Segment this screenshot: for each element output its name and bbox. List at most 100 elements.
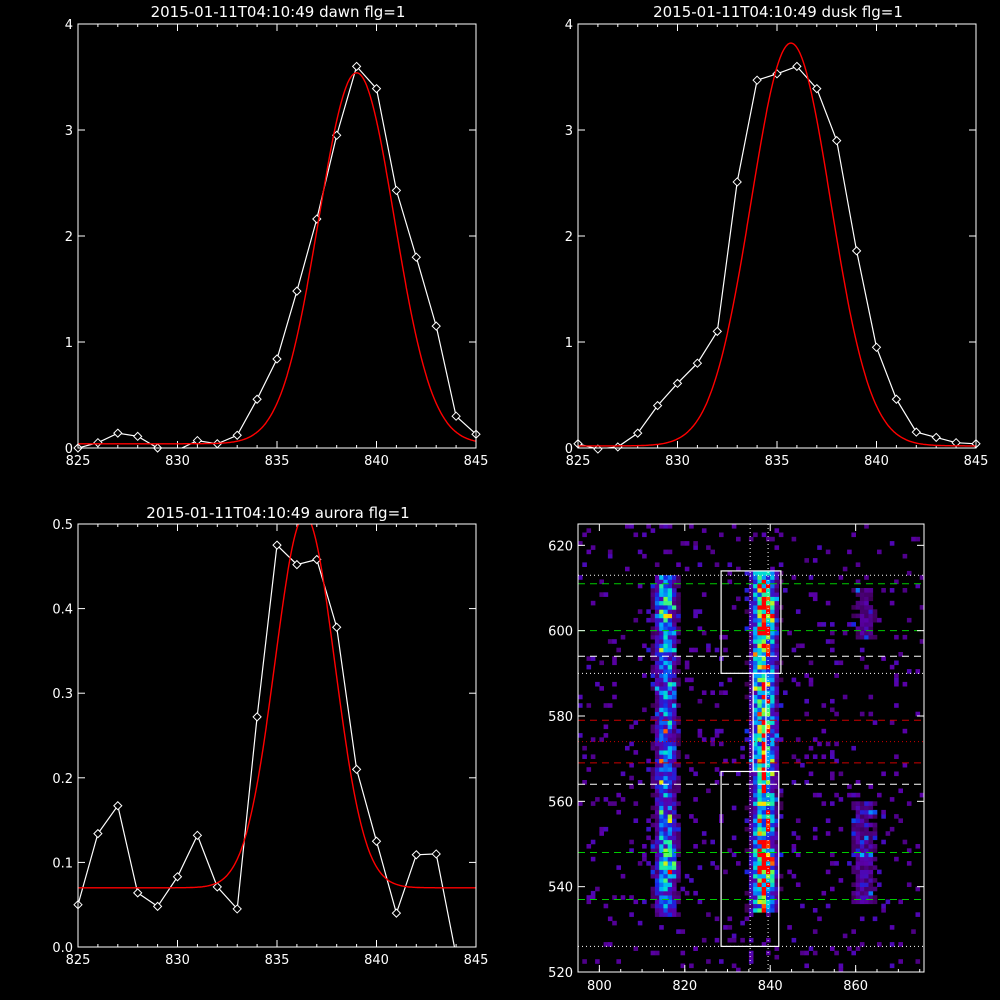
heatmap-cell <box>654 809 660 815</box>
heatmap-cell <box>757 656 762 661</box>
heatmap-cell <box>672 673 677 678</box>
heatmap-cell <box>654 733 660 738</box>
heatmap-cell <box>676 839 681 845</box>
heatmap-cell <box>650 596 656 602</box>
heatmap-cell <box>753 908 758 913</box>
heatmap-cell <box>693 771 698 777</box>
heatmap-cell <box>659 575 664 580</box>
heatmap-cell <box>667 750 673 755</box>
heatmap-cell <box>868 848 874 853</box>
heatmap-cell <box>650 784 656 789</box>
heatmap-cell <box>684 754 690 759</box>
heatmap-cell <box>770 609 775 614</box>
heatmap-cell <box>889 963 895 969</box>
heatmap-cell <box>667 677 673 683</box>
heatmap-cell <box>676 844 681 849</box>
heatmap-cell <box>766 856 771 862</box>
heatmap-cell <box>654 814 660 819</box>
heatmap-cell <box>663 728 668 734</box>
heatmap-cell <box>582 780 587 785</box>
heatmap-cell <box>744 737 750 742</box>
heatmap-cell <box>667 617 673 623</box>
heatmap-cell <box>859 831 865 836</box>
data-point <box>351 764 362 775</box>
heatmap-cell <box>791 831 797 836</box>
heatmap-cell <box>740 754 745 759</box>
heatmap-cell <box>667 758 673 764</box>
data-point <box>891 394 902 404</box>
heatmap-cell <box>872 899 878 905</box>
heatmap-cell <box>761 861 767 866</box>
x-tick-label: 830 <box>165 454 190 469</box>
heatmap-cell <box>676 852 681 858</box>
heatmap-cell <box>706 959 711 964</box>
heatmap-cell <box>753 873 758 879</box>
heatmap-cell <box>868 588 874 593</box>
heatmap-cell <box>663 626 668 631</box>
heatmap-cell <box>748 656 754 661</box>
heatmap-cell <box>766 848 771 853</box>
heatmap-cell <box>864 839 869 845</box>
heatmap-cell <box>753 673 758 678</box>
heatmap-cell <box>774 844 780 849</box>
heatmap-cell <box>898 818 903 823</box>
heatmap-cell <box>795 835 801 841</box>
heatmap-cell <box>825 741 831 747</box>
heatmap-cell <box>689 767 694 772</box>
heatmap-cell <box>663 873 668 879</box>
heatmap-cell <box>667 690 673 695</box>
heatmap-cell <box>757 822 762 828</box>
y-tick-label: 1 <box>65 336 73 351</box>
heatmap-cell <box>851 950 856 956</box>
heatmap-cell <box>877 869 882 875</box>
heatmap-cell <box>586 767 592 772</box>
heatmap-cell <box>736 967 741 973</box>
heatmap-cell <box>868 809 874 815</box>
heatmap-cell <box>676 873 681 879</box>
heatmap-cell <box>748 609 754 614</box>
heatmap-cell <box>676 929 681 934</box>
heatmap-cell <box>663 754 668 759</box>
heatmap-cell <box>766 861 771 866</box>
heatmap-cell <box>667 805 673 811</box>
heatmap-cell <box>783 588 788 593</box>
heatmap-cell <box>748 818 754 823</box>
heatmap-cell <box>757 805 762 811</box>
heatmap-cell <box>719 741 724 747</box>
heatmap-cell <box>659 639 664 644</box>
heatmap-cell <box>672 677 677 683</box>
heatmap-cell <box>774 575 780 580</box>
heatmap-cell <box>672 686 677 691</box>
heatmap-cell <box>654 686 660 691</box>
heatmap-cell <box>672 844 677 849</box>
heatmap-cell <box>778 562 784 567</box>
heatmap-cell <box>774 652 780 657</box>
heatmap-cell <box>766 741 771 747</box>
heatmap-cell <box>748 844 754 849</box>
heatmap-cell <box>774 767 780 772</box>
dusk-profile-chart: 2015-01-11T04:10:49 dusk flg=1 825 830 835… <box>565 3 989 469</box>
heatmap-cell <box>663 890 668 896</box>
heatmap-cell <box>885 831 891 836</box>
heatmap-cell <box>868 839 874 845</box>
heatmap-cell <box>859 805 865 811</box>
heatmap-cell <box>770 873 775 879</box>
data-point <box>411 850 422 860</box>
heatmap-cell <box>770 903 775 909</box>
data-point <box>391 185 402 196</box>
heatmap-cell <box>753 626 758 631</box>
heatmap-cell <box>774 852 780 858</box>
heatmap-cell <box>672 664 677 670</box>
heatmap-cell <box>659 660 664 666</box>
heatmap-cell <box>889 541 895 546</box>
heatmap-cell <box>672 890 677 896</box>
heatmap-cell <box>663 600 668 606</box>
data-point <box>292 559 302 570</box>
heatmap-cell <box>697 698 703 704</box>
heatmap-cell <box>582 754 587 759</box>
heatmap-cell <box>894 681 899 687</box>
heatmap-cell <box>672 724 677 730</box>
heatmap-cell <box>659 673 664 678</box>
heatmap-cell <box>672 720 677 725</box>
heatmap-cell <box>650 605 656 610</box>
